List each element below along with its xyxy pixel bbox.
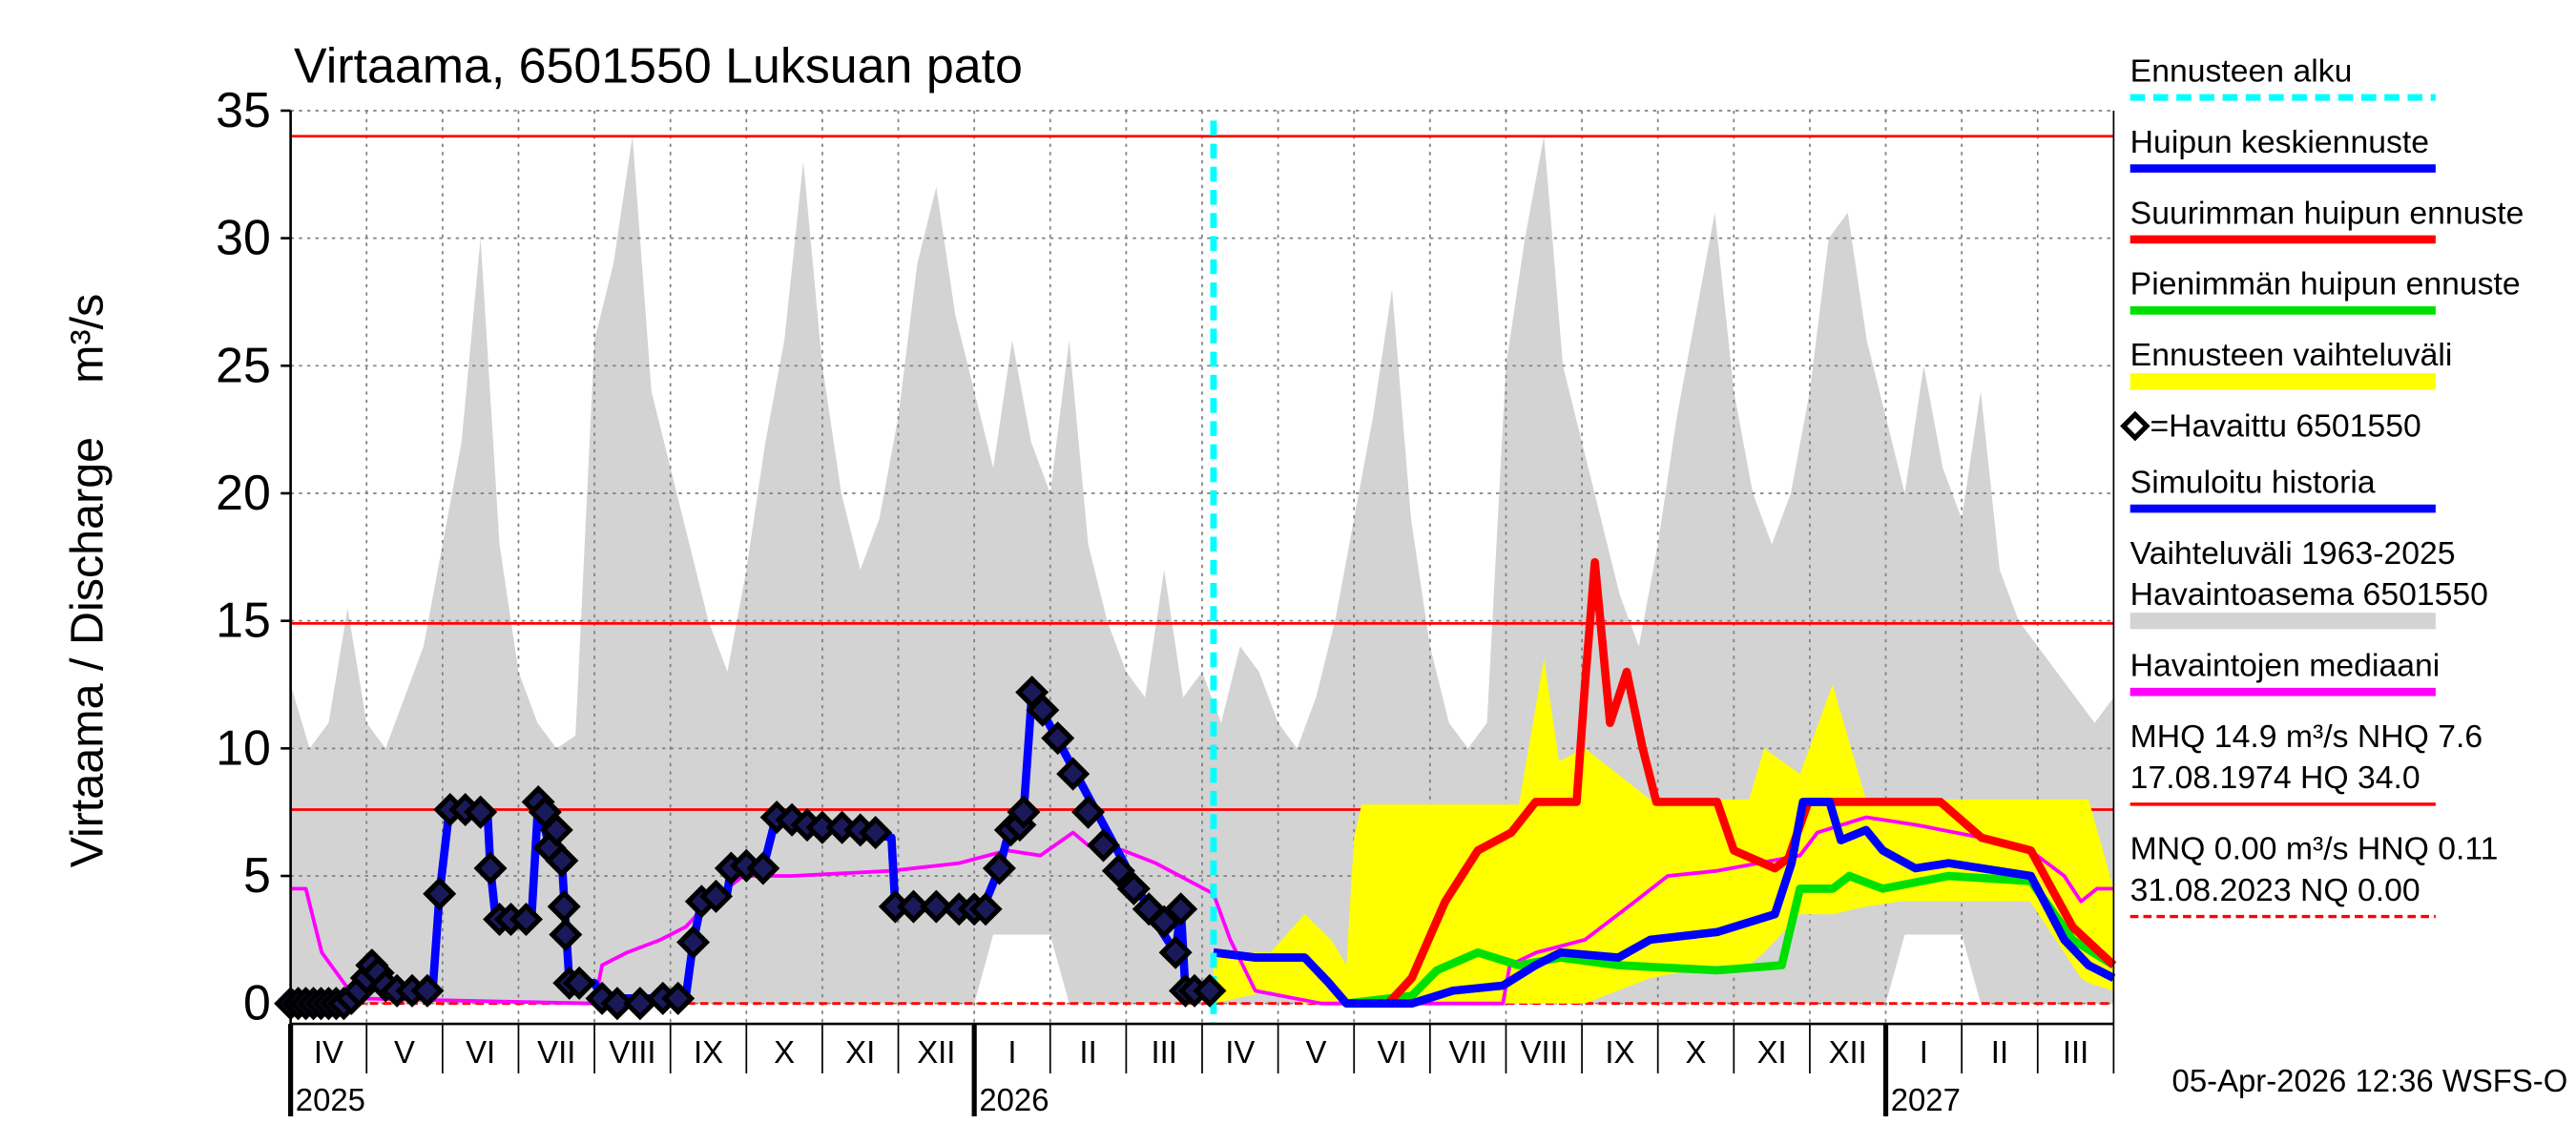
x-tick-label: VIII [609,1034,655,1070]
x-tick-label: VI [466,1034,495,1070]
legend-label: Ennusteen alku [2130,52,2353,89]
observed-marker [968,892,1003,926]
y-tick-label: 15 [216,593,271,649]
x-tick-label: III [2063,1034,2088,1070]
legend-label: =Havaittu 6501550 [2150,408,2420,445]
observed-marker [562,966,596,1000]
observed-marker [661,981,696,1015]
observed-marker [859,816,893,850]
legend-label: Vaihteluväli 1963-2025 [2130,535,2456,572]
observed-marker [473,851,508,885]
observed-marker [919,889,953,924]
x-tick-label: XI [845,1034,875,1070]
y-axis-label: Virtaama / Discharge [61,437,113,868]
x-tick-label: IV [314,1034,343,1070]
y-tick-label: 30 [216,211,271,266]
observed-marker [1007,795,1041,829]
observed-marker [549,917,583,952]
x-tick-label: VII [1449,1034,1487,1070]
observed-marker [600,987,634,1021]
observed-marker [1041,721,1075,756]
observed-marker [539,813,573,847]
y-tick-label: 5 [243,848,271,904]
x-tick-label: III [1151,1034,1176,1070]
x-tick-label: XI [1757,1034,1787,1070]
y-tick-label: 10 [216,720,271,776]
y-tick-label: 0 [243,976,271,1031]
observed-marker [423,877,457,911]
x-tick-label: X [1686,1034,1707,1070]
legend-label: Simuloitu historia [2130,464,2376,500]
x-tick-label: IV [1225,1034,1255,1070]
x-tick-label: V [394,1034,415,1070]
x-tick-label: II [1079,1034,1096,1070]
x-tick-label: IX [1605,1034,1634,1070]
observed-marker [410,973,445,1008]
legend-label: Havaintojen mediaani [2130,648,2441,684]
legend-symbol [2120,410,2150,442]
x-tick-label: IX [694,1034,723,1070]
legend-label: MHQ 14.9 m³/s NHQ 7.6 [2130,718,2483,755]
year-label: 2027 [1891,1082,1961,1117]
x-tick-label: I [1008,1034,1016,1070]
footer: 05-Apr-2026 12:36 WSFS-O [2172,1063,2568,1098]
legend-label: Havaintoasema 6501550 [2130,576,2488,613]
observed-marker [509,902,543,936]
observed-marker [1086,828,1121,863]
x-tick-label: VIII [1521,1034,1568,1070]
observed-marker [1193,973,1227,1008]
observed-marker [1026,693,1060,727]
legend-label: MNQ 0.00 m³/s HNQ 0.11 [2130,831,2499,867]
legend-label: Ennusteen vaihteluväli [2130,337,2453,373]
observed-marker [698,879,733,913]
y-tick-label: 25 [216,338,271,393]
x-tick-label: XII [917,1034,955,1070]
x-tick-label: XII [1829,1034,1867,1070]
observed-marker [1158,935,1193,969]
series-line [1213,798,2116,1009]
observed-marker [1164,892,1198,926]
observed-marker [896,889,930,924]
observed-marker [545,843,579,878]
observed-marker [746,851,780,885]
year-label: 2026 [979,1082,1049,1117]
x-tick-label: II [1991,1034,2008,1070]
legend-label: Suurimman huipun ennuste [2130,195,2524,231]
x-tick-label: X [774,1034,795,1070]
observed-marker [1056,757,1091,791]
x-tick-label: VI [1378,1034,1407,1070]
observed-marker [1116,871,1151,906]
observed-marker [1071,795,1106,829]
observed-marker [1101,854,1135,888]
observed-marker [464,795,498,829]
legend-label: 17.08.1974 HQ 34.0 [2130,760,2420,796]
y-tick-label: 20 [216,466,271,521]
x-tick-label: VII [537,1034,575,1070]
legend-label: Huipun keskiennuste [2130,124,2429,160]
x-tick-label: I [1920,1034,1928,1070]
y-tick-label: 35 [216,83,271,138]
x-tick-label: V [1305,1034,1326,1070]
year-label: 2025 [296,1082,365,1117]
observed-marker [982,851,1016,885]
chart-title: Virtaama, 6501550 Luksuan pato [294,39,1023,94]
y-axis-unit: m³/s [61,294,113,384]
range-band [290,135,2114,1004]
observed-marker [676,926,711,960]
legend-label: 31.08.2023 NQ 0.00 [2130,872,2420,908]
legend-label: Pienimmän huipun ennuste [2130,266,2521,302]
